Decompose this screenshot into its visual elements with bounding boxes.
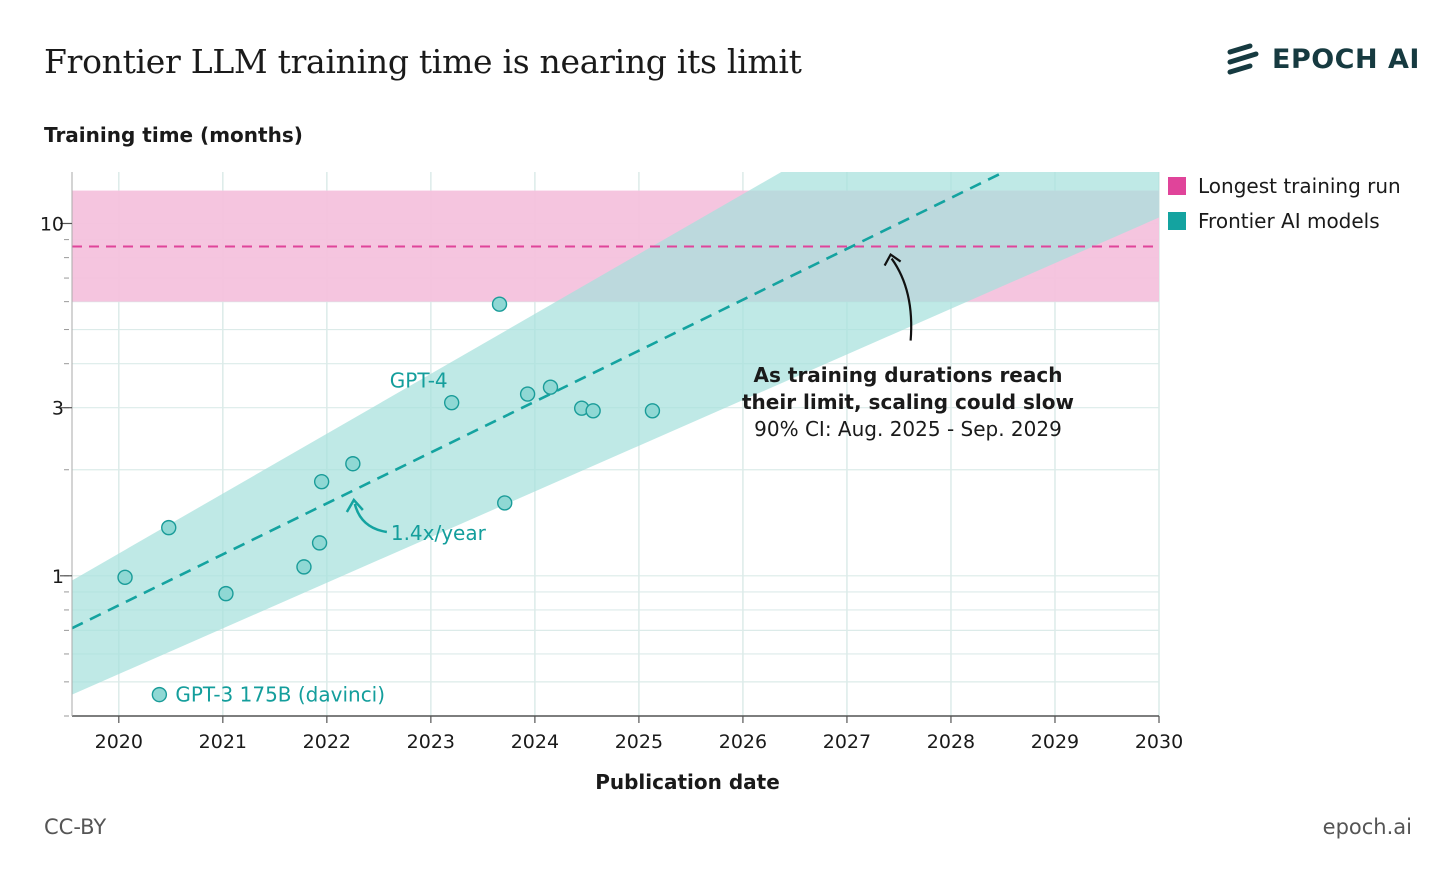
site-link[interactable]: epoch.ai xyxy=(1322,815,1412,839)
legend: Longest training run Frontier AI models xyxy=(1168,174,1401,244)
y-tick-label: 1 xyxy=(52,566,64,588)
data-point xyxy=(491,296,508,312)
data-point xyxy=(345,456,361,472)
limit-arrowhead xyxy=(883,252,902,267)
legend-label-frontier-models: Frontier AI models xyxy=(1198,209,1380,233)
data-point xyxy=(443,394,460,411)
point-label: GPT-3 175B (davinci) xyxy=(175,683,385,707)
limit-annotation-line1: As training durations reach xyxy=(754,363,1063,387)
logo-text: EPOCH AI xyxy=(1272,43,1420,75)
plot-layers xyxy=(72,172,1159,695)
data-point xyxy=(519,386,536,402)
x-tick-label: 2023 xyxy=(407,731,455,753)
x-tick-label: 2022 xyxy=(303,731,351,753)
data-point xyxy=(151,686,168,703)
x-tick-label: 2027 xyxy=(823,731,871,753)
trend-label-arrow xyxy=(353,503,388,534)
data-point xyxy=(296,559,312,575)
epoch-logo-icon xyxy=(1227,43,1259,75)
legend-swatch-teal xyxy=(1168,212,1186,230)
data-point xyxy=(585,403,601,419)
data-point xyxy=(313,473,330,490)
limit-annotation-line3: 90% CI: Aug. 2025 - Sep. 2029 xyxy=(754,417,1062,441)
y-axis-label: Training time (months) xyxy=(44,123,303,147)
limit-annotation-line2: their limit, scaling could slow xyxy=(742,390,1074,414)
data-point xyxy=(117,569,133,586)
trend-confidence-band xyxy=(72,172,1159,695)
limit-arrow xyxy=(890,257,913,341)
legend-item-longest-run: Longest training run xyxy=(1168,174,1401,198)
y-tick-label: 10 xyxy=(40,213,64,235)
data-point xyxy=(497,495,513,511)
x-tick-label: 2029 xyxy=(1031,731,1079,753)
x-tick-label: 2026 xyxy=(719,731,767,753)
x-tick-label: 2021 xyxy=(199,731,247,753)
trend-label: 1.4x/year xyxy=(391,521,487,545)
data-point xyxy=(644,403,661,419)
y-tick-label: 3 xyxy=(52,398,64,420)
data-point xyxy=(218,585,234,602)
epoch-logo: EPOCH AI xyxy=(1226,42,1420,76)
x-axis-label: Publication date xyxy=(595,770,780,794)
legend-swatch-pink xyxy=(1168,177,1186,195)
trend-label-arrowhead xyxy=(345,497,364,513)
legend-label-longest-run: Longest training run xyxy=(1198,174,1401,198)
chart-title: Frontier LLM training time is nearing it… xyxy=(44,42,802,81)
x-tick-label: 2024 xyxy=(511,731,559,753)
license-text: CC-BY xyxy=(44,815,107,839)
x-tick-label: 2020 xyxy=(95,731,143,753)
point-label: GPT-4 xyxy=(390,369,448,393)
trend-line xyxy=(72,172,1007,630)
x-tick-label: 2030 xyxy=(1135,731,1183,753)
data-point xyxy=(161,519,177,536)
x-tick-label: 2028 xyxy=(927,731,975,753)
data-point xyxy=(542,379,559,395)
x-tick-label: 2025 xyxy=(615,731,663,753)
legend-item-frontier-models: Frontier AI models xyxy=(1168,209,1401,233)
data-point xyxy=(311,535,328,551)
